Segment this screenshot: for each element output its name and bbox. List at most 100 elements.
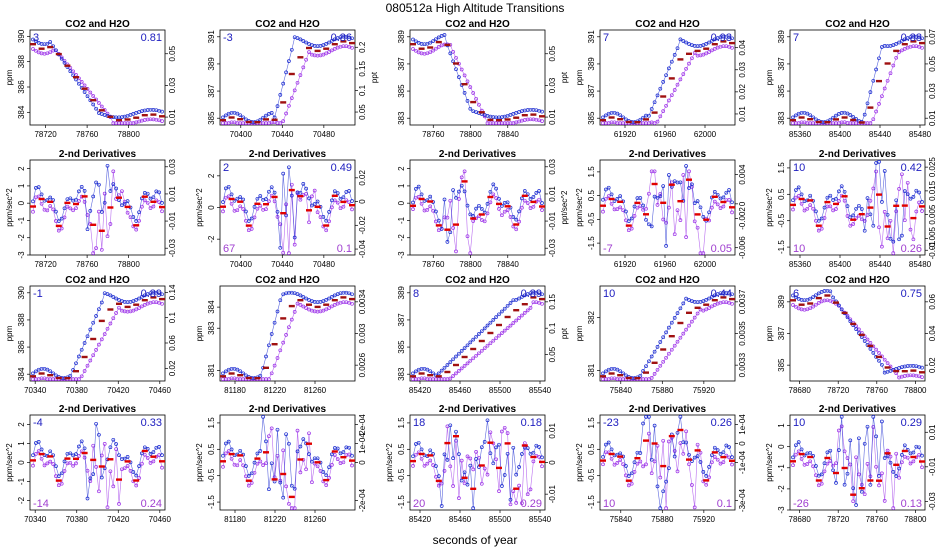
- x-tick-label: 75880: [651, 386, 674, 395]
- co2-point: [638, 451, 643, 455]
- co2-point: [114, 442, 118, 446]
- reference-marker: [418, 197, 425, 201]
- reference-marker: [271, 343, 278, 346]
- x-tick-label: 85480: [909, 130, 932, 139]
- y2-tick-label: 0.05: [928, 56, 937, 72]
- co2-point: [626, 219, 631, 223]
- co2-point: [618, 451, 623, 456]
- y2-tick-label: 0.15: [548, 294, 557, 310]
- y2-axis-label: ppt/sec^2: [560, 190, 569, 225]
- y2-tick-label: 0.04: [928, 325, 937, 341]
- co2-point: [794, 295, 798, 300]
- reference-marker: [677, 428, 684, 432]
- h2o-line: [602, 431, 733, 509]
- reference-marker: [608, 452, 615, 456]
- panel-title: 2-nd Derivatives: [629, 404, 707, 415]
- h2o-point: [82, 369, 87, 373]
- co2-point: [837, 189, 841, 194]
- co2-point: [629, 216, 634, 221]
- y-tick-label: 1.5: [777, 162, 786, 174]
- corner-label-left: 6: [793, 288, 799, 300]
- co2-point: [707, 465, 711, 469]
- h2o-point: [36, 449, 41, 453]
- y-axis-label: ppm: [765, 69, 774, 85]
- co2-point: [609, 447, 614, 452]
- y2-tick-label: 0.0026: [358, 352, 367, 377]
- h2o-point: [500, 331, 504, 335]
- co2-point: [687, 186, 691, 190]
- reference-marker: [824, 200, 831, 204]
- h2o-point: [97, 489, 101, 494]
- co2-point: [301, 437, 306, 441]
- co2-point: [462, 470, 467, 475]
- h2o-point: [874, 169, 878, 174]
- reference-marker: [280, 101, 287, 104]
- y-tick-label: 0.5: [207, 443, 216, 455]
- reference-marker: [496, 202, 502, 206]
- h2o-point: [287, 103, 291, 108]
- co2-point: [604, 442, 608, 447]
- co2-point: [485, 418, 490, 423]
- h2o-point: [295, 301, 300, 306]
- y2-tick-label: -0.03: [548, 239, 557, 258]
- reference-marker: [331, 450, 338, 453]
- h2o-point: [794, 452, 798, 457]
- reference-marker: [677, 58, 684, 61]
- h2o-point: [459, 175, 464, 180]
- co2-point: [712, 37, 717, 42]
- h2o-point: [678, 77, 683, 82]
- y-tick-label: 1.5: [397, 417, 406, 429]
- co2-point: [272, 190, 277, 195]
- co2-point: [91, 194, 96, 199]
- co2-point: [298, 444, 303, 449]
- co2-point: [324, 42, 329, 46]
- h2o-point: [411, 207, 415, 211]
- co2-point: [845, 111, 850, 116]
- co2-point: [332, 37, 337, 42]
- reference-marker: [530, 113, 537, 116]
- co2-point: [609, 192, 614, 197]
- co2-point: [131, 470, 136, 474]
- h2o-point: [414, 48, 418, 53]
- data-series: [220, 290, 355, 381]
- co2-point: [707, 210, 711, 215]
- reference-marker: [107, 458, 114, 461]
- h2o-line: [32, 171, 163, 255]
- co2-point: [428, 40, 433, 45]
- y-tick-label: 381: [587, 363, 596, 377]
- corner-label-bottom-right: 0.1: [337, 243, 352, 255]
- h2o-point: [428, 204, 433, 209]
- co2-point: [468, 463, 473, 468]
- co2-point: [825, 450, 830, 455]
- reference-marker: [81, 195, 88, 198]
- data-series: [220, 165, 355, 255]
- reference-marker: [47, 455, 54, 458]
- reference-marker: [81, 87, 88, 90]
- h2o-point: [425, 461, 430, 466]
- co2-point: [502, 306, 507, 311]
- y-tick-label: 385: [397, 340, 406, 354]
- h2o-point: [298, 470, 303, 475]
- co2-point: [99, 300, 104, 305]
- co2-point: [675, 46, 680, 51]
- h2o-point: [298, 197, 303, 202]
- co2-point: [624, 464, 628, 468]
- corner-label-left: 7: [603, 32, 609, 44]
- co2-point: [105, 163, 110, 168]
- h2o-point: [877, 351, 881, 355]
- y-tick-label: 389: [397, 30, 406, 44]
- h2o-point: [91, 353, 96, 358]
- h2o-point: [278, 222, 283, 227]
- co2-point: [505, 451, 510, 456]
- reference-marker: [677, 321, 684, 325]
- h2o-point: [94, 465, 98, 469]
- y2-tick-label: 0.1: [548, 322, 557, 334]
- y-axis-label: ppm/sec^2: [195, 188, 204, 227]
- x-tick-label: 81220: [264, 515, 287, 524]
- plot-frame: [219, 29, 356, 126]
- h2o-point: [618, 205, 623, 210]
- co2-point: [301, 39, 306, 43]
